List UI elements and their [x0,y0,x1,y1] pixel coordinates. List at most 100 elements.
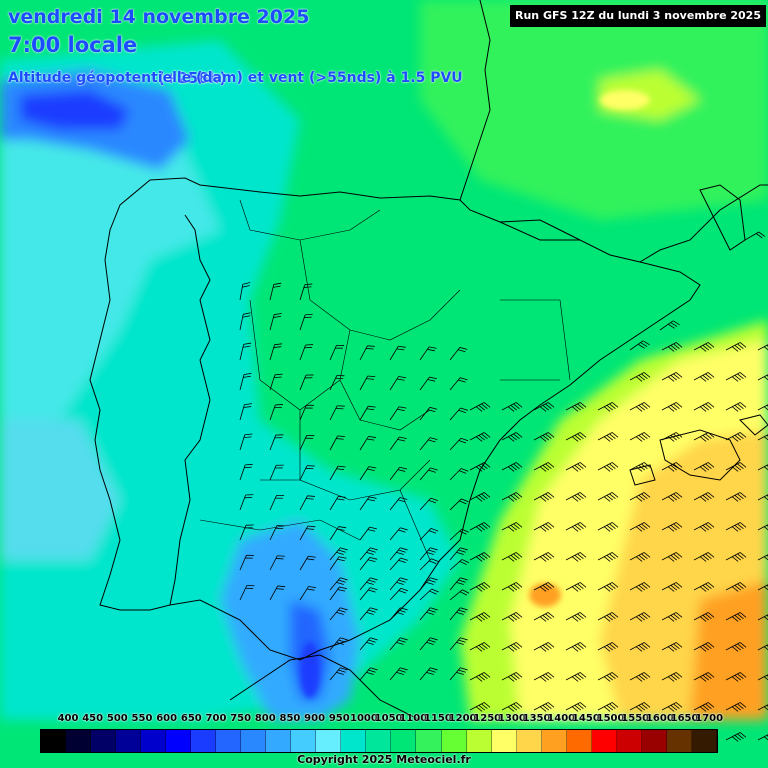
legend-label: 850 [279,713,301,724]
wind-barb [469,642,491,652]
wind-barb [359,637,378,651]
wind-barb [725,732,747,742]
legend-label: 1050 [374,713,403,724]
wind-barb [661,402,683,412]
legend-swatch [216,730,242,752]
legend-swatch [416,730,442,752]
wind-barb [419,577,438,591]
wind-barb [693,402,715,412]
wind-barb [661,702,683,712]
legend-swatch [41,730,67,752]
wind-barb [725,492,747,502]
wind-barb [329,586,347,601]
wind-barb [389,587,409,601]
wind-barb [449,377,468,391]
wind-barb [744,231,766,241]
wind-barb [469,402,491,412]
wind-barb [419,528,439,541]
wind-barb [299,404,314,421]
legend-swatch [691,730,717,752]
wind-barb [239,342,252,361]
wind-barb [693,642,715,652]
iberia-coastline [89,177,701,661]
legend-swatch [241,730,267,752]
wind-barb [533,612,555,622]
wind-barb [359,345,375,361]
wind-barb [597,402,619,412]
wind-barb [629,432,651,442]
wind-barb [469,612,491,622]
legend-label: 1550 [621,713,650,724]
wind-barb [533,702,555,712]
balearic-islands [629,414,768,486]
wind-barb [329,435,346,451]
wind-barb [725,432,747,442]
wind-barb [419,558,439,571]
wind-barb [269,585,286,601]
wind-barb [533,462,555,472]
legend-label: 750 [230,713,252,724]
wind-barb [389,577,408,591]
wind-barb [299,374,314,391]
legend-swatch [341,730,367,752]
wind-barb [501,612,523,622]
wind-barb [693,702,715,712]
wind-barb [565,552,587,562]
wind-barb [565,702,587,712]
wind-barb [269,494,285,511]
wind-barb [693,462,715,472]
wind-barb [389,547,408,561]
wind-barb [359,667,378,681]
wind-barb [419,467,438,481]
legend-swatch [441,730,467,752]
wind-barb [469,492,491,502]
wind-barb [329,465,346,481]
wind-barb [565,432,587,442]
wind-barb [299,283,313,301]
wind-barb [419,588,439,601]
legend-label: 1100 [399,713,428,724]
wind-barb [597,702,619,712]
wind-barb [269,373,283,391]
wind-barb [501,402,523,412]
legend-label: 500 [106,713,128,724]
wind-barb [269,525,285,541]
wind-barb [239,433,253,451]
legend-label: 950 [328,713,350,724]
legend-swatch [291,730,317,752]
wind-barb [419,437,438,451]
wind-barb [389,436,407,451]
wind-barb [725,522,747,532]
wind-barb [269,404,283,421]
forecast-date: vendredi 14 novembre 2025 [8,6,310,28]
wind-barb [565,642,587,652]
wind-barb [449,607,468,621]
wind-barb [501,432,523,442]
legend-label: 700 [205,713,227,724]
wind-barb [299,555,316,571]
wind-barb [725,462,747,472]
wind-barb [389,406,407,421]
legend-label: 1500 [596,713,625,724]
legend-label: 550 [131,713,153,724]
legend-swatch [591,730,617,752]
wind-barb [725,642,747,652]
model-run-info: Run GFS 12Z du lundi 3 novembre 2025 [510,5,766,27]
legend-swatch [391,730,417,752]
wind-barb [449,559,470,571]
wind-barb [359,547,378,561]
wind-barb [359,466,377,481]
wind-barb [661,342,683,352]
wind-barb [469,552,491,562]
wind-barb [693,582,715,592]
wind-barb [533,522,555,532]
wind-barb [565,672,587,682]
wind-barb [469,702,491,712]
wind-barb [725,402,747,412]
wind-barb [533,582,555,592]
wind-barb [239,282,251,301]
legend-swatch [191,730,217,752]
wind-barb [419,497,439,511]
wind-barb [565,492,587,502]
